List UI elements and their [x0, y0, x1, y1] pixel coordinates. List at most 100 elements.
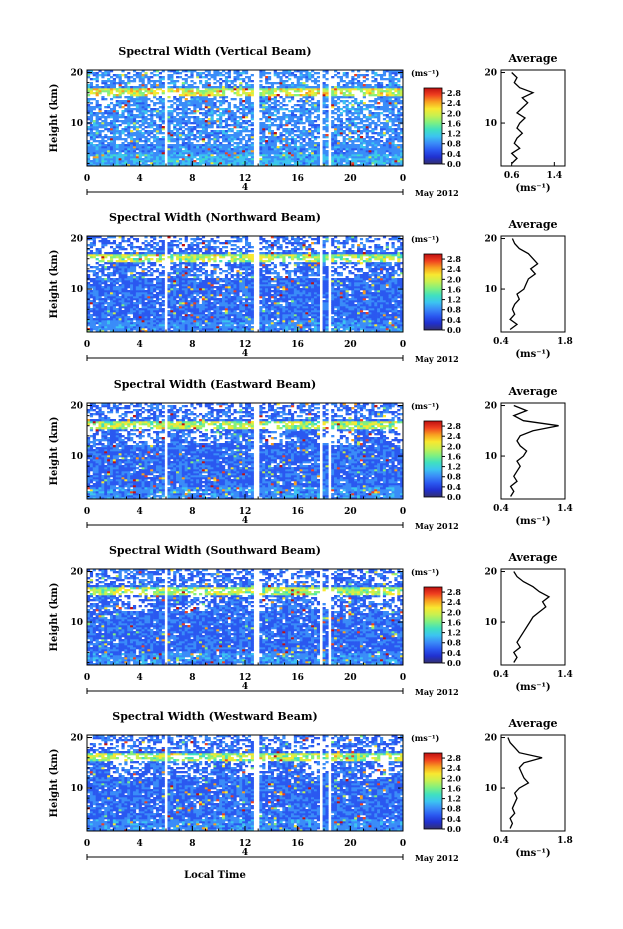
heatmap-cell — [265, 120, 269, 123]
heatmap-cell — [250, 118, 254, 121]
heatmap-cell — [124, 104, 128, 107]
heatmap-cell — [135, 86, 140, 89]
heatmap-cell — [173, 72, 177, 75]
heatmap-cell — [239, 116, 243, 119]
heatmap-cell — [161, 152, 165, 155]
heatmap-cell — [230, 310, 234, 313]
heatmap-cell — [236, 160, 240, 163]
heatmap-cell — [144, 156, 148, 159]
heatmap-cell — [380, 160, 384, 163]
heatmap-cell — [92, 308, 96, 311]
heatmap-cell — [118, 156, 122, 159]
heatmap-cell — [89, 82, 94, 85]
heatmap-cell — [167, 96, 171, 99]
heatmap-cell — [354, 322, 358, 325]
heatmap-cell — [265, 316, 269, 319]
heatmap-cell — [87, 72, 91, 75]
heatmap-cell — [201, 308, 206, 311]
heatmap-cell — [400, 328, 404, 331]
heatmap-cell — [207, 102, 211, 105]
heatmap-cell — [213, 136, 217, 139]
heatmap-cell — [227, 76, 231, 79]
heatmap-cell — [276, 152, 280, 155]
heatmap-cell — [247, 144, 252, 147]
heatmap-cell — [184, 164, 188, 167]
heatmap-cell — [342, 318, 346, 321]
heatmap-cell — [184, 94, 188, 97]
heatmap-cell — [224, 82, 229, 85]
heatmap-cell — [362, 80, 366, 83]
heatmap-cell — [216, 106, 220, 109]
heatmap-cell — [296, 70, 300, 73]
heatmap-cell — [351, 160, 355, 163]
heatmap-cell — [227, 324, 231, 327]
heatmap-cell — [279, 160, 283, 163]
heatmap-cell — [365, 330, 369, 333]
heatmap-cell — [357, 130, 361, 133]
heatmap-cell — [357, 160, 361, 163]
heatmap-cell — [293, 328, 298, 331]
heatmap-cell — [107, 328, 111, 331]
heatmap-cell — [216, 330, 220, 333]
heatmap-cell — [204, 146, 208, 149]
heatmap-cell — [213, 322, 217, 325]
heatmap-cell — [144, 324, 148, 327]
heatmap-cell — [127, 114, 131, 117]
heatmap-cell — [144, 76, 148, 79]
heatmap-cell — [92, 322, 96, 325]
heatmap-cell — [348, 94, 352, 97]
heatmap-cell — [345, 134, 349, 137]
heatmap-cell — [144, 100, 148, 103]
heatmap-cell — [158, 80, 162, 83]
heatmap-cell — [296, 88, 300, 91]
heatmap-cell — [135, 104, 140, 107]
heatmap-cell — [293, 124, 298, 127]
heatmap-cell — [150, 114, 154, 117]
heatmap-cell — [138, 324, 142, 327]
heatmap-cell — [290, 110, 295, 113]
heatmap-cell — [153, 146, 157, 149]
heatmap-cell — [176, 328, 180, 331]
heatmap-cell — [115, 308, 119, 311]
heatmap-cell — [112, 328, 117, 331]
heatmap-cell — [230, 136, 234, 139]
heatmap-cell — [216, 100, 220, 103]
heatmap-cell — [371, 90, 375, 93]
heatmap-cell — [87, 104, 91, 107]
heatmap-cell — [368, 158, 372, 161]
heatmap-cell — [247, 120, 252, 123]
heatmap-cell — [98, 122, 102, 125]
heatmap-cell — [250, 316, 254, 319]
heatmap-cell — [290, 136, 295, 139]
heatmap-cell — [313, 124, 318, 127]
heatmap-cell — [207, 140, 211, 143]
heatmap-cell — [279, 150, 283, 153]
heatmap-cell — [305, 148, 309, 151]
heatmap-cell — [187, 162, 191, 165]
heatmap-cell — [181, 164, 185, 167]
heatmap-cell — [265, 142, 269, 145]
heatmap-cell — [112, 118, 117, 121]
heatmap-cell — [92, 112, 96, 115]
heatmap-cell — [201, 86, 206, 89]
heatmap-cell — [357, 312, 361, 315]
heatmap-cell — [336, 330, 341, 333]
heatmap-cell — [173, 320, 177, 323]
heatmap-cell — [267, 72, 272, 75]
heatmap-cell — [302, 86, 306, 89]
heatmap-cell — [262, 136, 266, 139]
heatmap-cell — [138, 78, 142, 81]
heatmap-cell — [359, 132, 364, 135]
heatmap-cell — [101, 116, 105, 119]
heatmap-cell — [302, 112, 306, 115]
heatmap-cell — [150, 110, 154, 113]
heatmap-cell — [357, 122, 361, 125]
heatmap-cell — [124, 100, 128, 103]
heatmap-cell — [193, 164, 197, 167]
heatmap-cell — [239, 156, 243, 159]
heatmap-cell — [351, 316, 355, 319]
heatmap-cell — [193, 316, 197, 319]
heatmap-cell — [339, 152, 343, 155]
heatmap-cell — [107, 148, 111, 151]
heatmap-cell — [305, 108, 309, 111]
